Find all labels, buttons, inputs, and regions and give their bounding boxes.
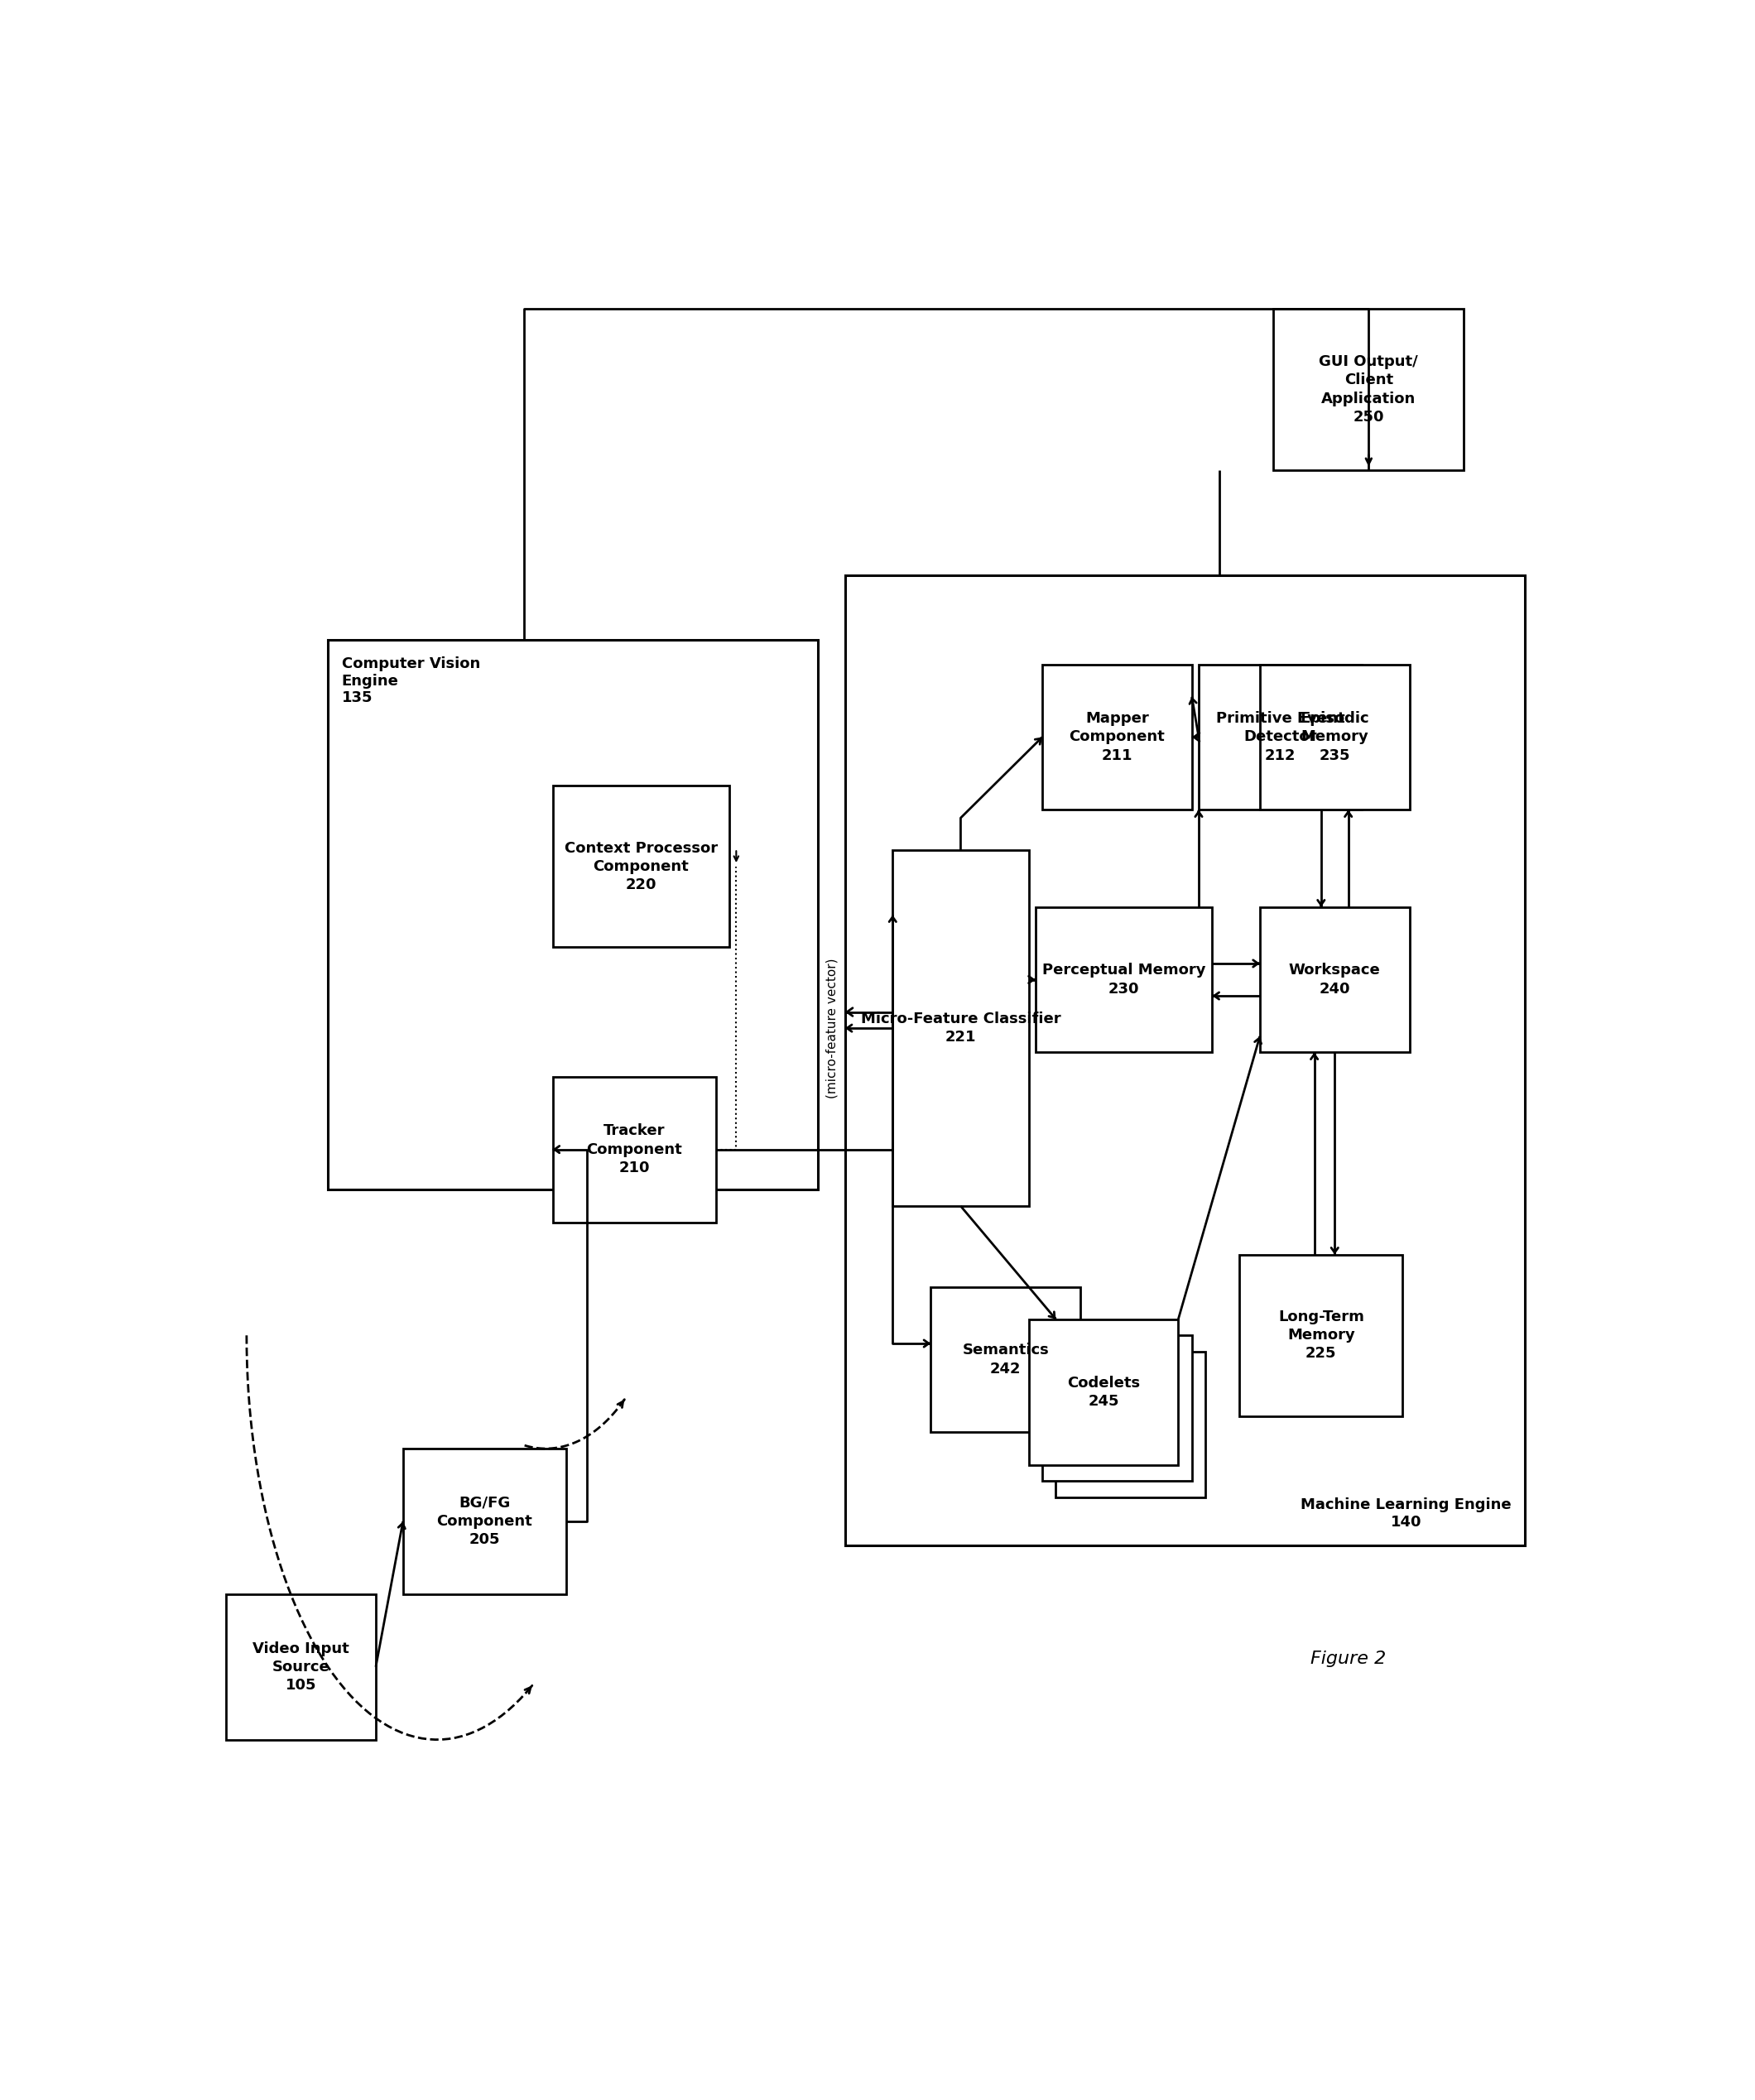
Text: Machine Learning Engine
140: Machine Learning Engine 140 <box>1300 1497 1511 1529</box>
FancyBboxPatch shape <box>404 1449 567 1594</box>
FancyBboxPatch shape <box>328 640 818 1191</box>
Text: Episodic
Memory
235: Episodic Memory 235 <box>1300 712 1369 762</box>
FancyBboxPatch shape <box>553 785 730 947</box>
Text: Long-Term
Memory
225: Long-Term Memory 225 <box>1278 1310 1364 1361</box>
Text: Mapper
Component
211: Mapper Component 211 <box>1069 712 1165 762</box>
Text: BG/FG
Component
205: BG/FG Component 205 <box>437 1495 532 1548</box>
Text: Video Input
Source
105: Video Input Source 105 <box>253 1640 349 1693</box>
FancyBboxPatch shape <box>1260 907 1409 1052</box>
FancyBboxPatch shape <box>1199 664 1362 811</box>
FancyBboxPatch shape <box>893 851 1028 1205</box>
Text: (micro-feature vector): (micro-feature vector) <box>827 958 839 1098</box>
FancyBboxPatch shape <box>1035 907 1213 1052</box>
FancyBboxPatch shape <box>1042 1336 1192 1480</box>
Text: Computer Vision
Engine
135: Computer Vision Engine 135 <box>342 655 481 706</box>
Text: Semantics
242: Semantics 242 <box>962 1344 1049 1376</box>
FancyBboxPatch shape <box>1274 309 1464 470</box>
Text: Figure 2: Figure 2 <box>1311 1651 1386 1667</box>
FancyBboxPatch shape <box>1028 1319 1178 1466</box>
FancyBboxPatch shape <box>1057 1352 1206 1497</box>
Text: Context Processor
Component
220: Context Processor Component 220 <box>565 840 718 892</box>
FancyBboxPatch shape <box>1260 664 1409 811</box>
FancyBboxPatch shape <box>930 1287 1081 1432</box>
FancyBboxPatch shape <box>553 1077 716 1222</box>
Text: Codelets
245: Codelets 245 <box>1067 1376 1141 1409</box>
FancyBboxPatch shape <box>1239 1254 1402 1415</box>
FancyBboxPatch shape <box>1042 664 1192 811</box>
Text: Workspace
240: Workspace 240 <box>1288 964 1381 995</box>
FancyBboxPatch shape <box>226 1594 376 1739</box>
Text: Micro-Feature Classifier
221: Micro-Feature Classifier 221 <box>860 1012 1060 1046</box>
Text: Perceptual Memory
230: Perceptual Memory 230 <box>1042 964 1206 995</box>
Text: Primitive Event
Detector
212: Primitive Event Detector 212 <box>1216 712 1344 762</box>
Text: GUI Output/
Client
Application
250: GUI Output/ Client Application 250 <box>1320 355 1418 424</box>
FancyBboxPatch shape <box>846 575 1525 1546</box>
Text: Tracker
Component
210: Tracker Component 210 <box>586 1124 683 1176</box>
